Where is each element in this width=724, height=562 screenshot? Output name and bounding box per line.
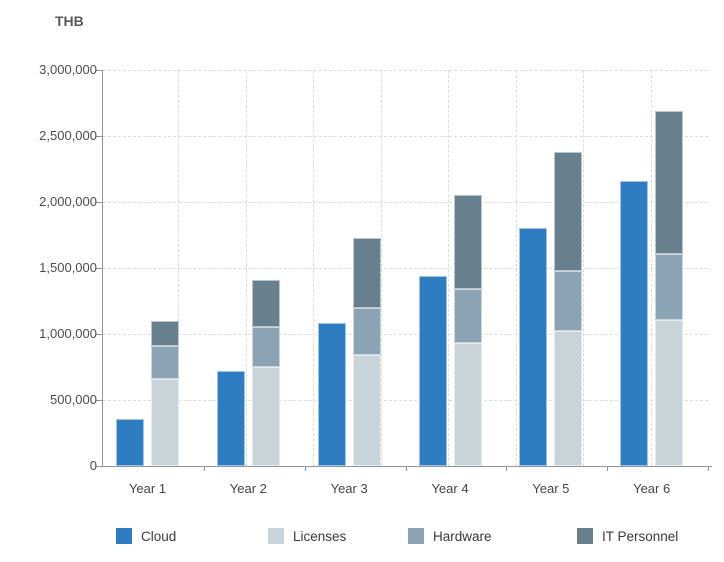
legend-item-it-personnel: IT Personnel (577, 527, 678, 545)
y-axis-tick (96, 400, 102, 401)
bar-group-year-4 (406, 70, 507, 466)
x-axis-tick (203, 467, 205, 471)
legend-label-licenses: Licenses (293, 528, 347, 544)
legend-swatch-hardware (408, 528, 424, 544)
horizontal-gridline (103, 136, 708, 137)
bar-cloud-year-6 (620, 180, 649, 466)
x-axis-tick (304, 467, 306, 471)
bar-segment-hardware-year-1 (151, 345, 179, 379)
bar-group-year-2 (204, 70, 305, 466)
vertical-gridline (583, 70, 584, 466)
bar-segment-it-personnel-year-3 (352, 237, 381, 308)
y-tick-label: 1,500,000 (39, 260, 97, 275)
x-category-label: Year 2 (229, 481, 267, 496)
x-category-label: Year 5 (532, 481, 570, 496)
y-tick-label: 3,000,000 (39, 62, 97, 77)
bar-cloud-year-5 (519, 228, 548, 466)
legend: Cloud Licenses Hardware IT Personnel (0, 527, 724, 547)
vertical-gridline (246, 70, 247, 466)
bar-group-year-3 (305, 70, 406, 466)
bar-cloud-year-4 (418, 275, 447, 466)
bar-segment-licenses-year-2 (251, 367, 280, 466)
bar-segment-it-personnel-year-2 (251, 279, 280, 328)
stacked-bar-year-3 (352, 237, 381, 466)
horizontal-gridline (103, 334, 708, 335)
bar-cloud-year-3 (317, 323, 346, 466)
bar-segment-licenses-year-1 (151, 378, 179, 466)
vertical-gridline (448, 70, 449, 466)
y-axis-tick (96, 466, 102, 467)
horizontal-gridline (103, 202, 708, 203)
y-tick-label: 2,000,000 (39, 194, 97, 209)
bar-segment-it-personnel-year-4 (453, 195, 482, 290)
bar-segment-hardware-year-3 (352, 307, 381, 356)
stacked-bar-year-5 (554, 151, 583, 466)
stacked-bar-year-1 (151, 320, 179, 466)
bar-group-year-5 (506, 70, 607, 466)
y-axis-tick (96, 136, 102, 137)
bar-segment-licenses-year-4 (453, 343, 482, 466)
bar-cloud-year-2 (216, 371, 245, 466)
y-axis-unit-label: THB (55, 13, 84, 29)
horizontal-gridline (103, 400, 708, 401)
bar-segment-hardware-year-6 (655, 253, 684, 320)
bar-group-year-6 (607, 70, 708, 466)
x-axis-line (102, 466, 712, 467)
y-axis-tick (96, 70, 102, 71)
legend-item-licenses: Licenses (268, 527, 346, 545)
y-tick-label: 1,000,000 (39, 326, 97, 341)
bar-segment-it-personnel-year-5 (554, 151, 583, 271)
legend-label-hardware: Hardware (433, 528, 492, 544)
vertical-gridline (381, 70, 382, 466)
y-tick-label: 2,500,000 (39, 128, 97, 143)
bar-segment-licenses-year-5 (554, 331, 583, 466)
y-axis-tick (96, 268, 102, 269)
bar-segment-it-personnel-year-1 (151, 320, 179, 346)
bar-segment-licenses-year-6 (655, 319, 684, 466)
vertical-gridline (313, 70, 314, 466)
bar-segment-hardware-year-2 (251, 327, 280, 367)
y-axis-tick (96, 202, 102, 203)
legend-label-it-personnel: IT Personnel (602, 528, 679, 544)
stacked-bar-year-6 (655, 110, 684, 466)
legend-item-hardware: Hardware (408, 527, 492, 545)
legend-item-cloud: Cloud (116, 527, 176, 545)
bar-segment-licenses-year-3 (352, 355, 381, 466)
legend-swatch-it-personnel (577, 528, 593, 544)
legend-swatch-cloud (116, 528, 132, 544)
x-category-label: Year 3 (330, 481, 368, 496)
horizontal-gridline (103, 70, 708, 71)
y-axis-line (102, 70, 103, 467)
bar-group-year-1 (103, 70, 204, 466)
horizontal-gridline (103, 268, 708, 269)
x-axis-tick (405, 467, 407, 471)
vertical-gridline (651, 70, 652, 466)
bar-cloud-year-1 (116, 418, 144, 466)
y-axis-tick (96, 334, 102, 335)
plot-area: 3,000,000 2,500,000 2,000,000 1,500,000 1,00… (39, 62, 712, 496)
y-tick-label: 0 (89, 458, 97, 473)
x-axis-tick (607, 467, 609, 471)
y-tick-label: 500,000 (50, 392, 97, 407)
x-axis-tick (506, 467, 508, 471)
stacked-bar-year-4 (453, 195, 482, 466)
x-axis-tick (708, 467, 709, 471)
vertical-gridline (516, 70, 517, 466)
legend-label-cloud: Cloud (141, 528, 177, 544)
x-category-label: Year 1 (128, 481, 167, 496)
bar-segment-it-personnel-year-6 (655, 110, 684, 254)
stacked-bar-year-2 (251, 279, 280, 466)
bar-segment-hardware-year-5 (554, 270, 583, 332)
x-category-label: Year 4 (431, 481, 469, 496)
x-category-label: Year 6 (633, 481, 671, 496)
legend-swatch-licenses (268, 528, 284, 544)
bar-segment-hardware-year-4 (453, 289, 482, 344)
vertical-gridline (178, 70, 179, 466)
